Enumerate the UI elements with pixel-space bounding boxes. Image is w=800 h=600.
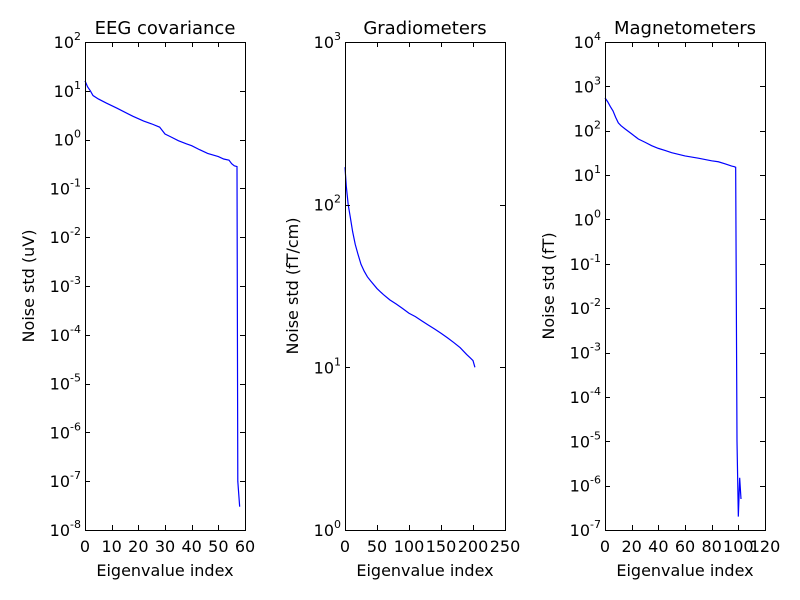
panel-eeg-series-layer: [84, 80, 241, 507]
panel-grad-xtick-label: 250: [490, 537, 521, 556]
panel-grad-ytick-label: 102: [314, 193, 341, 215]
panel-mag-ytick-label: 10-7: [570, 518, 601, 540]
panel-eeg-ytick-label: 10-4: [50, 323, 81, 345]
panel-mag-ytick-label: 10-1: [570, 252, 601, 274]
panel-mag-xtick-label: 20: [621, 537, 641, 556]
panel-eeg-xtick-label: 40: [181, 537, 201, 556]
panel-mag-ytick-label: 100: [574, 207, 601, 229]
panel-eeg-xtick-label: 60: [235, 537, 255, 556]
panel-eeg-ylabel: Noise std (uV): [19, 230, 38, 343]
panel-grad-xtick-label: 50: [367, 537, 387, 556]
panel-mag-ytick-label: 101: [574, 163, 601, 185]
panel-eeg-xtick-label: 30: [155, 537, 175, 556]
panel-mag-series-line: [604, 97, 742, 517]
panel-mag-title: Magnetometers: [614, 18, 756, 39]
panel-eeg-tick-layer: 0 10 20 30 40 50 60 10-8 10-7 10-6 10-5 10-4 10-3 10-…: [50, 30, 256, 556]
panel-mag-xtick-label: 80: [701, 537, 721, 556]
panel-grad-xtick-label: 150: [426, 537, 457, 556]
panel-grad-ylabel: Noise std (fT/cm): [283, 218, 302, 355]
panel-mag-ytick-label: 104: [574, 30, 601, 52]
panel-mag-xlabel: Eigenvalue index: [616, 561, 753, 580]
panel-eeg-xtick-label: 50: [208, 537, 228, 556]
panel-mag-tick-layer: 0 20 40 60 80 10012010-710-610-510-410-310-21…: [570, 30, 781, 556]
panel-grad-xtick-label: 200: [458, 537, 489, 556]
panel-mag-ytick-label: 10-3: [570, 341, 601, 363]
panel-mag-series-layer: [604, 97, 742, 517]
panel-grad-ytick-label: 103: [314, 30, 341, 52]
panel-eeg: EEG covariance 0 10 20 30 40 50 60 10-8 10-7 10-6…: [19, 18, 255, 580]
panel-eeg-ytick-label: 10-1: [50, 176, 81, 198]
panel-eeg-axes-frame: [85, 42, 246, 531]
panel-mag-xtick-label: 0: [600, 537, 610, 556]
panel-mag-xtick-label: 100: [723, 537, 754, 556]
panel-eeg-xtick-label: 10: [101, 537, 121, 556]
panel-mag-axes-frame: [605, 42, 766, 531]
panel-eeg-ytick-label: 100: [54, 128, 81, 150]
panel-grad-axes-frame: [345, 42, 506, 531]
panel-eeg-xtick-label: 20: [128, 537, 148, 556]
panel-mag: Magnetometers 0 20 40 60 80 10012010-710-610-…: [539, 18, 780, 580]
panel-mag-ytick-label: 10-2: [570, 296, 601, 318]
panel-grad-xtick-label: 100: [394, 537, 425, 556]
panel-grad-ytick-label: 101: [314, 355, 341, 377]
panel-mag-ytick-label: 10-6: [570, 474, 601, 496]
panel-eeg-ytick-label: 10-7: [50, 469, 81, 491]
panel-grad-ytick-label: 100: [314, 518, 341, 540]
panel-grad-series-line: [344, 167, 476, 368]
panel-grad: Gradiometers 0 50 100 150 200 250100101102103…: [283, 18, 520, 580]
panel-grad-xtick-label: 0: [340, 537, 350, 556]
panel-eeg-series-line: [84, 80, 241, 507]
panel-eeg-ytick-label: 10-6: [50, 420, 81, 442]
panel-grad-series-layer: [344, 167, 476, 368]
panel-eeg-title: EEG covariance: [95, 18, 236, 39]
panel-mag-ytick-label: 102: [574, 119, 601, 141]
panel-grad-title: Gradiometers: [363, 18, 486, 39]
panel-eeg-ytick-label: 102: [54, 30, 81, 52]
panel-mag-ylabel: Noise std (fT): [539, 232, 558, 339]
panel-mag-xtick-label: 60: [675, 537, 695, 556]
panel-eeg-ytick-label: 10-2: [50, 225, 81, 247]
panel-mag-xtick-label: 120: [750, 537, 781, 556]
panel-grad-xlabel: Eigenvalue index: [356, 561, 493, 580]
panel-mag-ytick-label: 10-5: [570, 429, 601, 451]
panel-eeg-ytick-label: 10-5: [50, 372, 81, 394]
panel-eeg-ytick-label: 10-3: [50, 274, 81, 296]
panel-mag-ytick-label: 10-4: [570, 385, 601, 407]
panel-eeg-xlabel: Eigenvalue index: [96, 561, 233, 580]
panel-eeg-ytick-label: 10-8: [50, 518, 81, 540]
panel-eeg-xtick-label: 0: [80, 537, 90, 556]
panel-mag-ytick-label: 103: [574, 74, 601, 96]
panel-mag-xtick-label: 40: [648, 537, 668, 556]
panel-eeg-ytick-label: 101: [54, 79, 81, 101]
